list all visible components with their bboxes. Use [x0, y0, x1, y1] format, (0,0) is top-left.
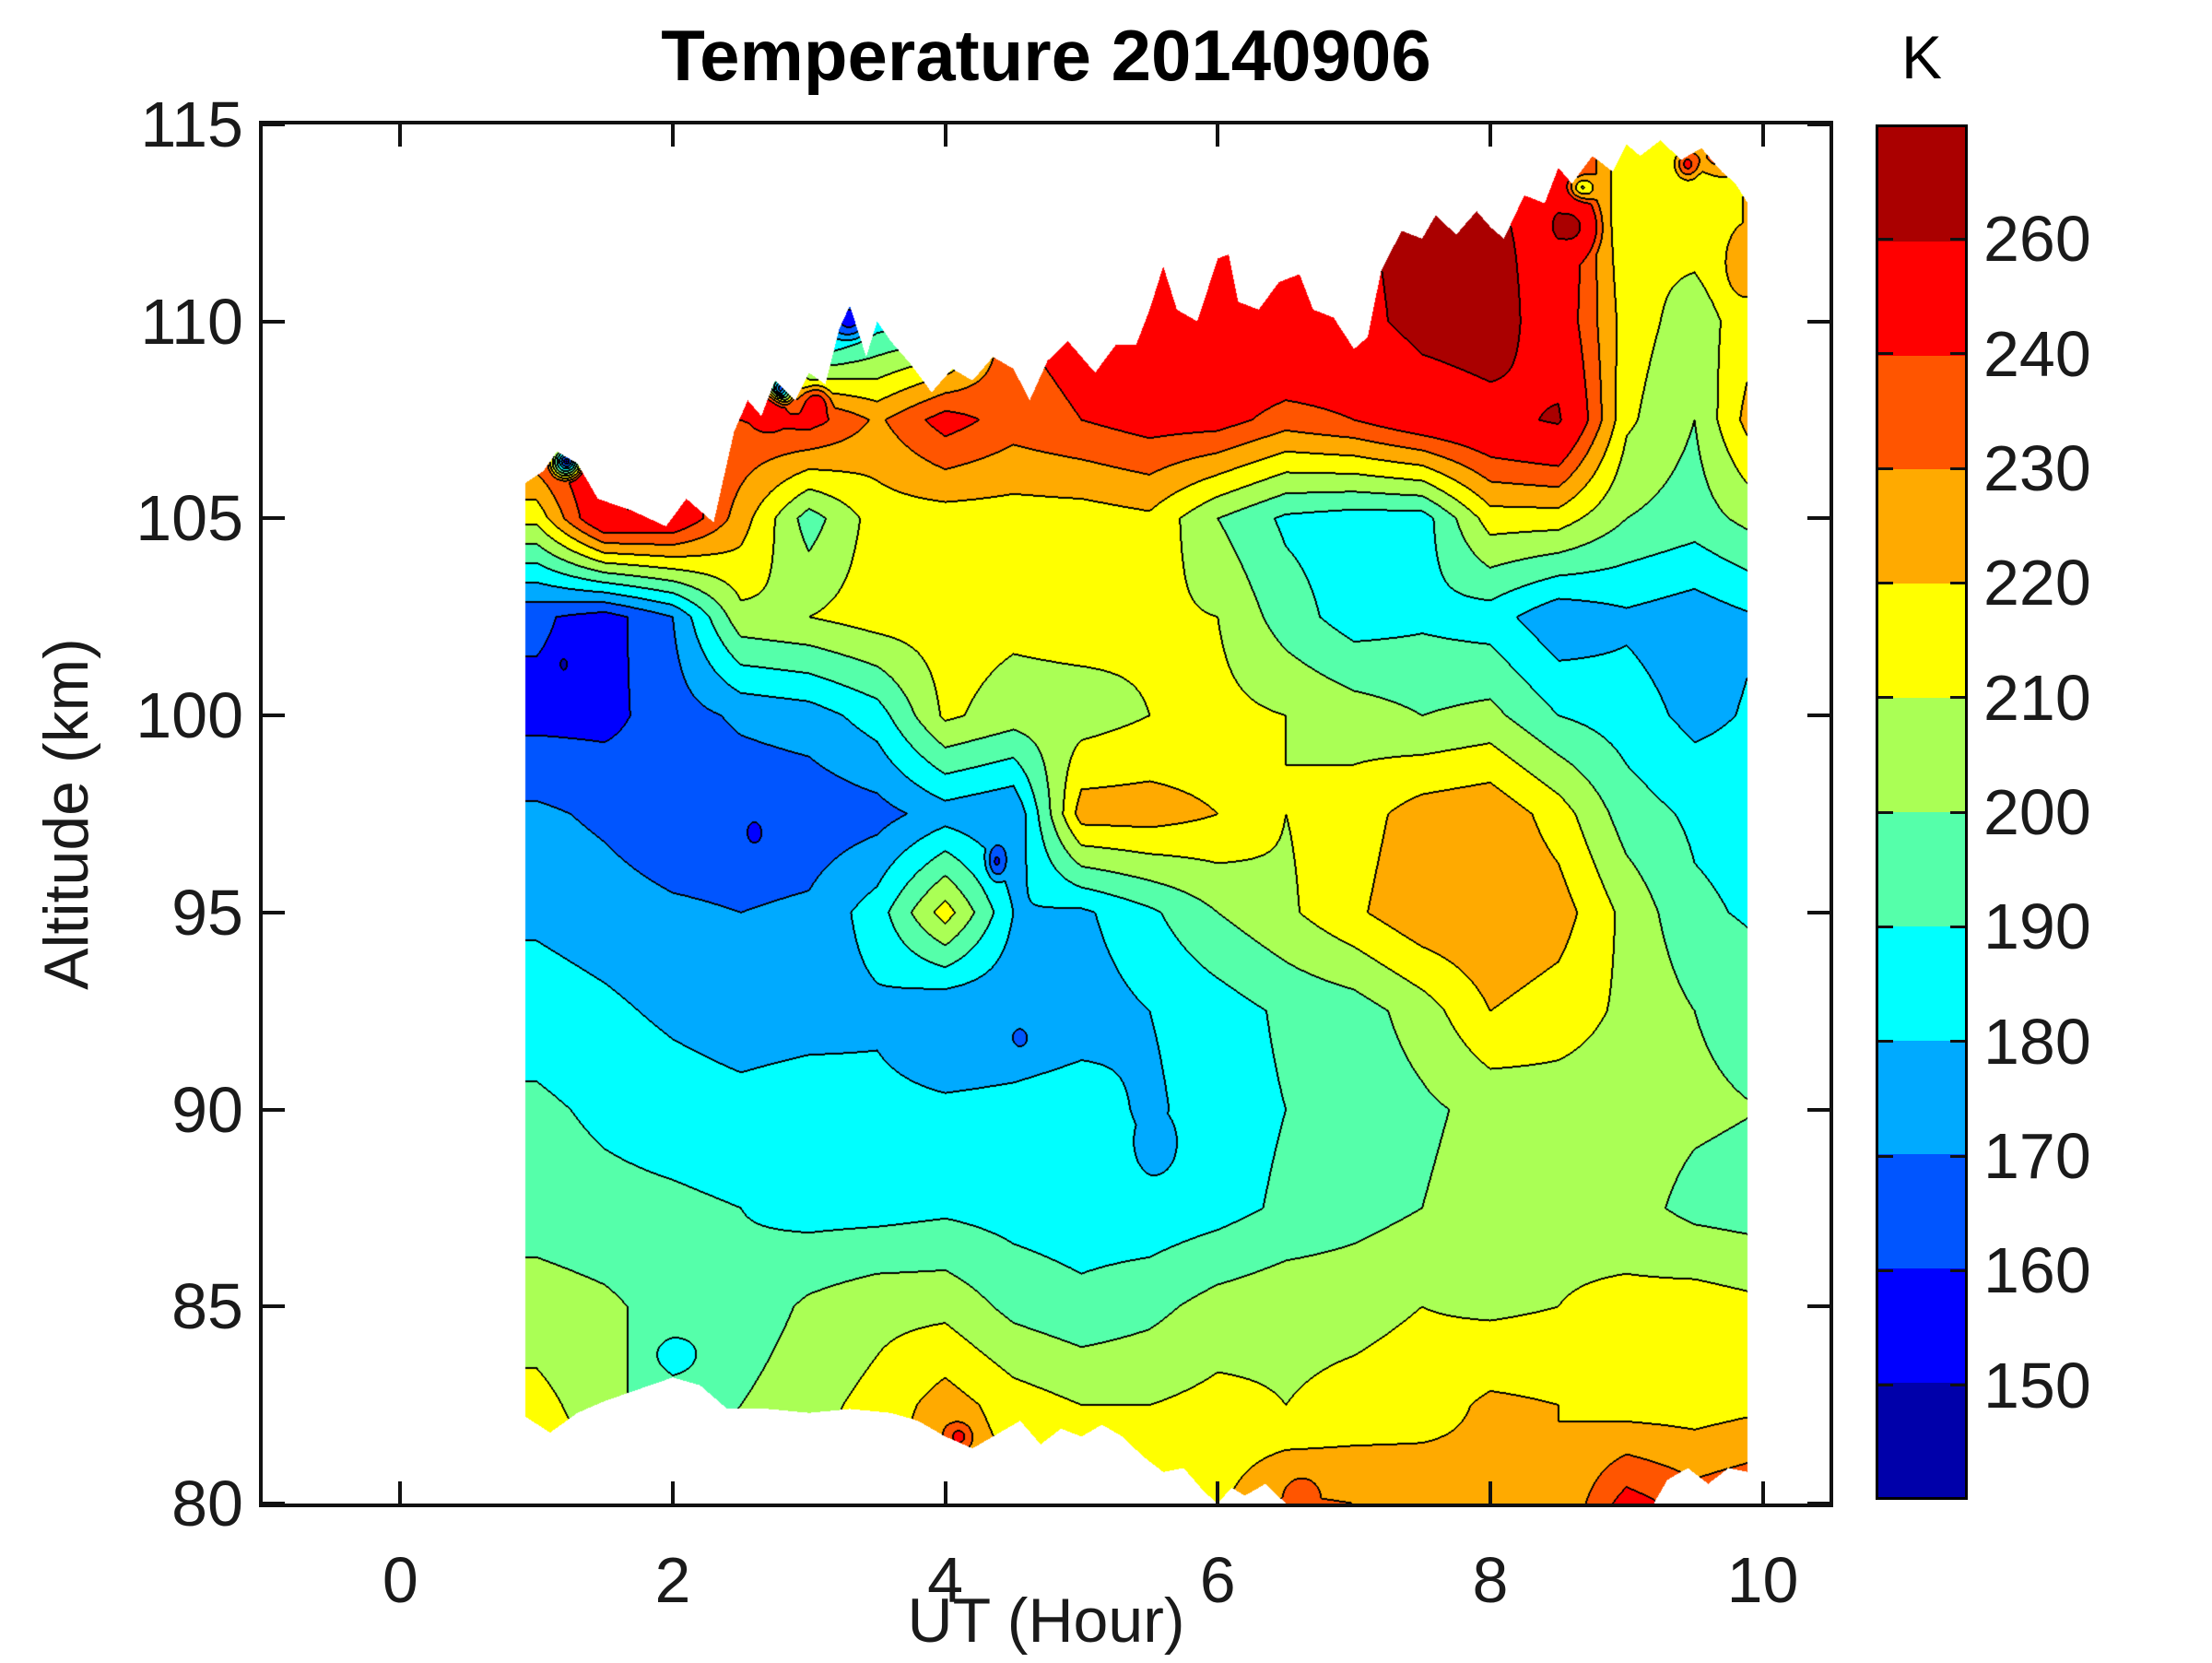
contour-plot-canvas [263, 124, 1830, 1504]
colorbar-tick-label: 190 [1983, 890, 2091, 963]
colorbar [1876, 124, 1968, 1500]
x-tick-mark [1760, 1481, 1765, 1504]
colorbar-tick-label: 170 [1983, 1120, 2091, 1192]
y-tick-mark-right [1807, 516, 1830, 521]
colorbar-tick-label: 150 [1983, 1349, 2091, 1421]
colorbar-tick-mark [1878, 1154, 1893, 1158]
x-tick-mark-top [1216, 124, 1220, 147]
colorbar-segment [1878, 469, 1965, 584]
y-tick-mark [263, 1304, 285, 1309]
y-tick-label: 90 [171, 1073, 243, 1146]
x-tick-label: 4 [927, 1544, 964, 1616]
colorbar-tick-label: 260 [1983, 203, 2091, 276]
colorbar-tick-mark [1878, 1040, 1893, 1044]
x-tick-mark [398, 1481, 403, 1504]
y-tick-mark-right [1807, 1304, 1830, 1309]
x-tick-mark [943, 1481, 947, 1504]
colorbar-segment [1878, 241, 1965, 356]
x-tick-mark-top [1488, 124, 1492, 147]
x-tick-label: 10 [1726, 1544, 1799, 1616]
colorbar-tick-mark [1878, 1384, 1893, 1387]
colorbar-tick-mark [1878, 810, 1893, 814]
x-tick-label: 0 [382, 1544, 418, 1616]
colorbar-segment [1878, 1383, 1965, 1497]
y-tick-mark-right [1807, 1107, 1830, 1112]
colorbar-tick-label: 160 [1983, 1234, 2091, 1307]
x-tick-mark [1488, 1481, 1492, 1504]
colorbar-tick-mark [1950, 1268, 1965, 1272]
colorbar-tick-mark [1950, 352, 1965, 356]
colorbar-segment [1878, 926, 1965, 1041]
x-tick-mark-top [1760, 124, 1765, 147]
colorbar-segment [1878, 1154, 1965, 1269]
colorbar-segment [1878, 1268, 1965, 1384]
colorbar-segment [1878, 1040, 1965, 1155]
colorbar-tick-label: 200 [1983, 776, 2091, 848]
x-tick-mark [1216, 1481, 1220, 1504]
colorbar-tick-mark [1878, 696, 1893, 700]
colorbar-segment [1878, 698, 1965, 812]
colorbar-segment [1878, 127, 1965, 242]
colorbar-tick-mark [1878, 352, 1893, 356]
x-tick-mark-top [398, 124, 403, 147]
colorbar-tick-mark [1950, 581, 1965, 584]
colorbar-tick-mark [1878, 237, 1893, 241]
x-tick-label: 6 [1199, 1544, 1236, 1616]
colorbar-tick-mark [1950, 810, 1965, 814]
y-tick-label: 115 [140, 88, 243, 160]
colorbar-segment [1878, 811, 1965, 926]
x-tick-mark-top [943, 124, 947, 147]
y-tick-mark-right [1807, 910, 1830, 914]
colorbar-tick-label: 210 [1983, 661, 2091, 734]
y-tick-mark [263, 714, 285, 718]
x-axis-label: UT (Hour) [907, 1586, 1185, 1656]
colorbar-tick-mark [1950, 925, 1965, 928]
colorbar-tick-mark [1878, 466, 1893, 470]
x-tick-label: 2 [654, 1544, 691, 1616]
y-tick-mark [263, 123, 285, 126]
y-tick-label: 80 [171, 1468, 243, 1539]
colorbar-tick-mark [1950, 1040, 1965, 1044]
colorbar-tick-mark [1950, 1384, 1965, 1387]
y-tick-label: 110 [140, 285, 243, 358]
colorbar-tick-mark [1950, 696, 1965, 700]
y-tick-mark [263, 516, 285, 521]
y-tick-mark [263, 319, 285, 324]
colorbar-unit-label: K [1900, 23, 1943, 91]
colorbar-tick-mark [1878, 1268, 1893, 1272]
colorbar-tick-label: 240 [1983, 317, 2091, 390]
colorbar-tick-mark [1950, 466, 1965, 470]
y-tick-mark-right [1807, 714, 1830, 718]
colorbar-tick-label: 220 [1983, 547, 2091, 619]
y-tick-mark [263, 910, 285, 914]
colorbar-tick-mark [1878, 925, 1893, 928]
y-tick-label: 105 [135, 482, 243, 555]
colorbar-segment [1878, 584, 1965, 699]
x-tick-label: 8 [1472, 1544, 1509, 1616]
colorbar-segment [1878, 355, 1965, 470]
y-tick-mark-right [1807, 123, 1830, 126]
y-tick-mark-right [1807, 1502, 1830, 1505]
y-tick-label: 95 [171, 876, 243, 949]
colorbar-tick-mark [1950, 1154, 1965, 1158]
chart-title: Temperature 20140906 [661, 15, 1431, 96]
x-tick-mark-top [670, 124, 675, 147]
y-tick-label: 100 [135, 679, 243, 752]
colorbar-tick-label: 230 [1983, 432, 2091, 504]
colorbar-tick-label: 180 [1983, 1005, 2091, 1078]
y-tick-mark [263, 1502, 285, 1505]
colorbar-tick-mark [1878, 581, 1893, 584]
y-tick-mark [263, 1107, 285, 1112]
colorbar-tick-mark [1950, 237, 1965, 241]
x-tick-mark [670, 1481, 675, 1504]
y-tick-label: 85 [171, 1270, 243, 1343]
y-tick-mark-right [1807, 319, 1830, 324]
